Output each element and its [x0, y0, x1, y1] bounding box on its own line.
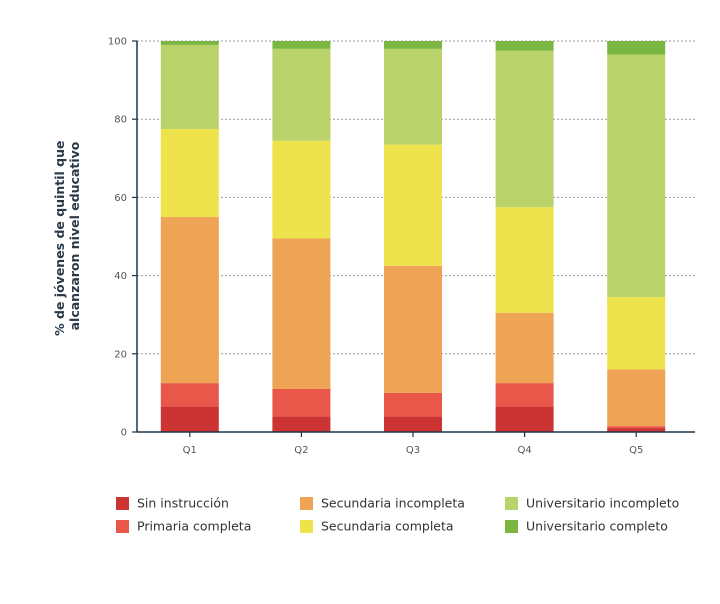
bar-segment	[607, 54, 666, 298]
y-axis-label-line-1: % de jóvenes de quintil que	[52, 141, 67, 336]
bar-segment	[495, 41, 554, 51]
bar-segment	[384, 41, 442, 49]
y-tick-label: 80	[114, 115, 127, 126]
legend-swatch	[505, 520, 518, 533]
x-tick-label: Q5	[629, 445, 643, 456]
y-tick-label: 40	[114, 271, 127, 282]
bar-segment	[607, 297, 666, 370]
bar-segment	[160, 128, 219, 217]
legend-label: Primaria completa	[137, 519, 251, 534]
bar-segment	[607, 41, 666, 55]
x-tick-label: Q3	[406, 445, 420, 456]
bar-segment	[160, 383, 219, 407]
legend: Sin instrucción Primaria completa Secundar…	[116, 496, 679, 534]
bar-segment	[495, 406, 554, 432]
y-tick-label: 60	[114, 193, 127, 204]
bar-segment	[272, 41, 331, 49]
legend-label: Secundaria completa	[321, 519, 454, 534]
y-tick-label: 20	[114, 349, 127, 360]
legend-swatch	[116, 497, 129, 510]
bar-segment	[384, 48, 442, 145]
legend-label: Secundaria incompleta	[321, 496, 465, 511]
bar-segment	[607, 369, 666, 427]
bar-segment	[495, 383, 554, 407]
y-tick-labels: 0 20 40 60 80 100	[108, 37, 137, 439]
legend-label: Universitario incompleto	[526, 496, 679, 511]
y-axis-label: % de jóvenes de quintil que alcanzaron n…	[52, 136, 82, 336]
x-tick-label: Q4	[517, 445, 531, 456]
bar-segment	[495, 50, 554, 208]
bar-segment	[607, 426, 666, 429]
grid-lines	[137, 40, 695, 355]
legend-swatch	[505, 497, 518, 510]
bar-segment	[160, 216, 219, 384]
x-tick-label: Q1	[183, 445, 197, 456]
bar-segment	[384, 416, 442, 432]
bar-segment	[495, 312, 554, 384]
bar-segment	[495, 207, 554, 313]
bar-segment	[272, 140, 331, 239]
legend-swatch	[300, 520, 313, 533]
bar-segment	[160, 41, 219, 45]
bar-segment	[384, 392, 442, 417]
bar-segment	[160, 44, 219, 129]
legend-label: Sin instrucción	[137, 496, 229, 511]
bar-segment	[272, 388, 331, 417]
bars	[160, 41, 666, 432]
x-tick-labels: Q1 Q2 Q3 Q4 Q5	[183, 432, 643, 456]
bar-segment	[607, 428, 666, 432]
y-tick-label: 0	[121, 428, 127, 439]
legend-swatch	[300, 497, 313, 510]
x-tick-label: Q2	[294, 445, 308, 456]
bar-segment	[272, 238, 331, 389]
bar-segment	[384, 144, 442, 266]
bar-segment	[384, 265, 442, 393]
y-axis-label-line-2: alcanzaron nivel educativo	[67, 141, 82, 330]
bar-segment	[272, 48, 331, 141]
bar-segment	[272, 416, 331, 432]
legend-swatch	[116, 520, 129, 533]
legend-label: Universitario completo	[526, 519, 668, 534]
bar-segment	[160, 406, 219, 432]
y-tick-label: 100	[108, 37, 127, 48]
